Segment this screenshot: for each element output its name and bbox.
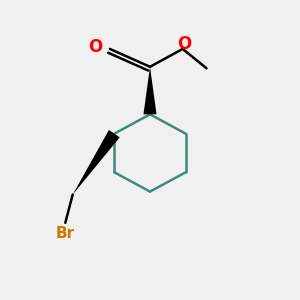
- Text: O: O: [177, 35, 192, 53]
- Text: O: O: [88, 38, 103, 56]
- Polygon shape: [73, 130, 120, 195]
- Polygon shape: [143, 67, 157, 114]
- Text: Br: Br: [56, 226, 75, 241]
